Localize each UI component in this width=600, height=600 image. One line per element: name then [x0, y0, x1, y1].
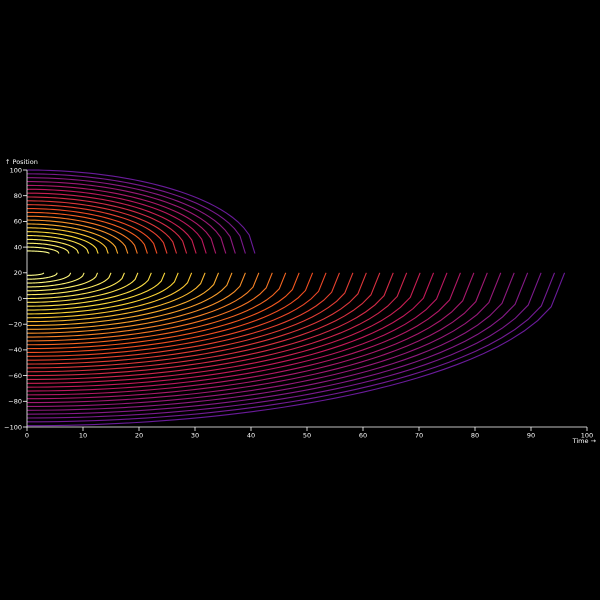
trajectory-curve-1-1	[26, 250, 50, 254]
trajectory-curve-2-38	[26, 272, 542, 419]
trajectory-curve-1-15	[26, 196, 188, 254]
x-tick-label: 70	[415, 432, 423, 440]
trajectory-curve-2-14	[26, 272, 220, 327]
y-tick-label: 40	[14, 243, 22, 251]
y-tick-label: −100	[4, 423, 22, 431]
trajectory-curve-2-20	[26, 272, 300, 350]
trajectory-curve-2-25	[26, 272, 367, 369]
trajectory-curve-2-16	[26, 272, 246, 334]
trajectory-curve-1-10	[26, 215, 138, 254]
x-tick-label: 0	[25, 432, 29, 440]
trajectory-curve-2-12	[26, 272, 193, 319]
trajectory-curve-2-30	[26, 272, 435, 388]
x-tick-label: 100	[581, 432, 593, 440]
trajectory-curve-2-13	[26, 272, 206, 323]
y-axis-title: ↑ Position	[5, 158, 38, 166]
trajectory-curve-1-13	[26, 204, 168, 254]
trajectory-curve-2-29	[26, 272, 421, 384]
y-tick-label: −40	[8, 346, 22, 354]
trajectory-curve-1-3	[27, 242, 70, 254]
trajectory-curve-2-22	[26, 272, 327, 357]
trajectory-curve-2-21	[26, 272, 314, 354]
trajectory-curve-2-37	[26, 272, 529, 415]
trajectory-curve-2-10	[26, 272, 166, 311]
trajectory-curve-1-16	[26, 192, 197, 254]
trajectory-curve-2-40	[26, 272, 566, 427]
trajectory-curve-2-19	[26, 272, 287, 346]
y-tick-label: 0	[18, 295, 22, 303]
x-axis-title: Time →	[572, 437, 597, 445]
trajectory-curve-1-5	[26, 234, 90, 254]
x-tick-label: 30	[191, 432, 199, 440]
trajectory-curve-1-12	[26, 208, 158, 254]
trajectory-curve-2-9	[26, 272, 152, 307]
y-tick-label: 100	[10, 166, 22, 174]
trajectory-curve-2-7	[26, 272, 125, 300]
trajectory-curve-2-33	[26, 272, 475, 400]
trajectory-curve-1-21	[26, 173, 246, 254]
trajectory-curve-2-24	[26, 272, 354, 365]
y-tick-label: 60	[14, 218, 22, 226]
trajectory-curve-1-14	[26, 200, 178, 254]
trajectory-curve-2-28	[26, 272, 408, 381]
trajectory-curve-2-15	[26, 272, 233, 330]
x-tick-label: 80	[471, 432, 479, 440]
trajectory-curve-1-11	[26, 211, 148, 254]
trajectory-curve-2-6	[27, 272, 112, 296]
trajectory-curve-2-31	[26, 272, 448, 392]
y-tick-label: −80	[8, 398, 22, 406]
trajectory-curve-2-2	[26, 272, 58, 280]
y-tick-label: −60	[8, 372, 22, 380]
x-tick-label: 40	[247, 432, 255, 440]
trajectory-curve-1-17	[26, 188, 207, 254]
trajectory-curve-2-34	[26, 272, 488, 404]
trajectory-curve-1-22	[26, 169, 256, 254]
trajectory-curve-1-18	[26, 184, 217, 254]
trajectory-curve-1-2	[27, 246, 60, 254]
trajectory-curve-2-27	[26, 272, 394, 377]
trajectory-curve-2-26	[26, 272, 381, 373]
trajectory-curve-1-7	[26, 227, 109, 254]
trajectory-curve-2-3	[27, 272, 72, 284]
trajectory-curve-1-9	[26, 219, 129, 254]
y-tick-label: −20	[8, 321, 22, 329]
trajectory-curve-2-4	[26, 272, 85, 288]
axes-layer: −100 −80 −60 −40 −20 0 20 40 60 80 100 0 10 20 30 40 50 6…	[4, 166, 593, 439]
trajectory-curve-2-1	[27, 272, 45, 276]
x-tick-label: 20	[135, 432, 143, 440]
trajectory-curve-1-6	[26, 231, 99, 254]
trajectory-curve-2-32	[26, 272, 461, 396]
trajectory-curve-2-36	[26, 272, 515, 411]
trajectory-curve-2-35	[26, 272, 502, 407]
trajectory-curve-2-18	[26, 272, 273, 342]
trajectory-curve-2-17	[26, 272, 260, 338]
trajectory-curve-2-8	[26, 272, 139, 303]
x-tick-label: 10	[79, 432, 87, 440]
trajectory-curve-1-4	[27, 238, 80, 254]
trajectory-curve-1-20	[26, 177, 236, 254]
trajectory-curve-2-23	[26, 272, 340, 361]
x-tick-label: 50	[303, 432, 311, 440]
y-tick-label: 20	[14, 269, 22, 277]
x-tick-label: 60	[359, 432, 367, 440]
x-tick-label: 90	[527, 432, 535, 440]
trajectory-curve-1-8	[26, 223, 119, 254]
y-tick-label: 80	[14, 192, 22, 200]
trajectory-curve-2-39	[26, 272, 556, 423]
trajectory-curve-1-19	[26, 181, 227, 254]
trajectory-curve-2-5	[26, 272, 99, 292]
curves-layer	[26, 169, 566, 427]
trajectory-curve-2-11	[26, 272, 179, 315]
